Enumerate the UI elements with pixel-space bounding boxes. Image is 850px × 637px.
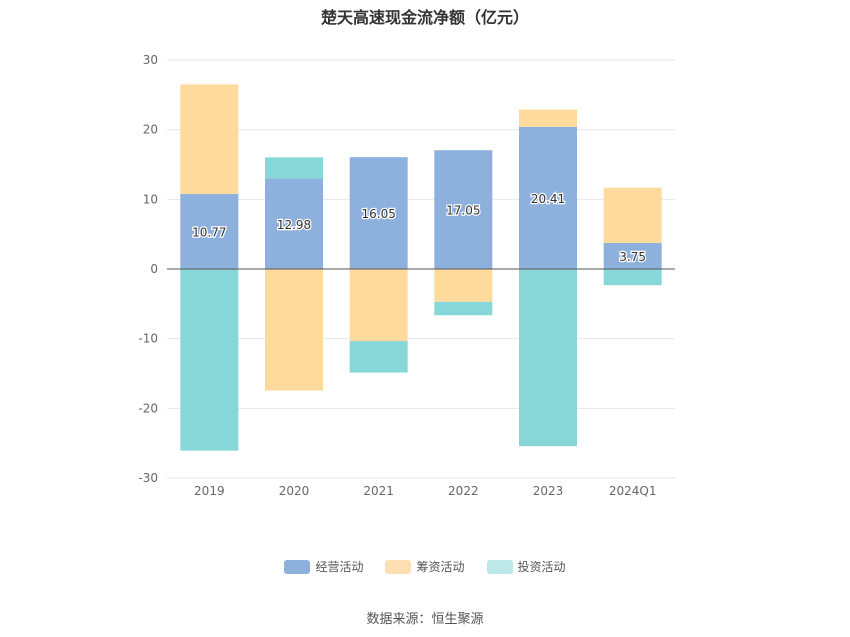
- y-tick-label: 30: [143, 53, 158, 67]
- y-tick-label: -20: [138, 401, 158, 415]
- chart-title: 楚天高速现金流净额（亿元）: [320, 8, 529, 27]
- x-tick-label: 2024Q1: [609, 484, 657, 498]
- legend-item-financing[interactable]: 筹资活动: [385, 558, 465, 575]
- data-label: 3.75: [619, 250, 646, 264]
- data-label: 16.05: [361, 207, 395, 221]
- bar-segment: [603, 242, 662, 269]
- gridlines: [167, 59, 675, 479]
- y-tick-label: 20: [143, 123, 158, 137]
- x-tick-label: 2021: [363, 484, 394, 498]
- bar-segment: [519, 269, 577, 447]
- legend: 经营活动 筹资活动 投资活动: [0, 558, 850, 575]
- legend-swatch-operating: [284, 559, 311, 574]
- legend-label-operating: 经营活动: [315, 560, 364, 574]
- x-tick-label: 2020: [279, 484, 310, 498]
- bar-segment: [349, 157, 408, 269]
- legend-item-investing[interactable]: 投资活动: [486, 558, 566, 575]
- bar-segment: [180, 269, 239, 451]
- bar-segment: [434, 150, 493, 269]
- data-label: 20.41: [531, 192, 565, 206]
- legend-label-investing: 投资活动: [517, 560, 566, 574]
- data-labels: 10.77 12.98 16.05 17.05 20.41 3.75: [191, 191, 647, 266]
- bar-segment: [265, 178, 323, 269]
- bar-segment: [434, 301, 493, 316]
- legend-swatch-investing: [486, 559, 513, 574]
- bar-chart: 30 20 10 0 -10 -20 -30 2019 2020 2021 2022 2023 2024…: [138, 53, 675, 498]
- y-tick-label: -10: [138, 332, 158, 346]
- y-tick-label: 10: [143, 192, 158, 206]
- bar-segment: [603, 269, 662, 286]
- bar-segment: [349, 341, 408, 373]
- legend-label-financing: 筹资活动: [416, 560, 465, 574]
- bar-segment: [265, 157, 323, 179]
- bar-segment: [180, 193, 239, 269]
- y-tick-label: -30: [138, 471, 158, 485]
- legend-swatch-financing: [385, 559, 412, 574]
- x-tick-label: 2022: [448, 484, 479, 498]
- bar-segment: [349, 269, 408, 342]
- x-tick-label: 2019: [194, 484, 225, 498]
- bar-segment: [519, 126, 577, 269]
- bar-segment: [265, 269, 323, 391]
- data-label: 10.77: [192, 225, 226, 239]
- axes: 30 20 10 0 -10 -20 -30 2019 2020 2021 2022 2023 2024…: [138, 53, 675, 498]
- bar-segment: [603, 187, 662, 243]
- data-source: 数据来源：恒生聚源: [366, 612, 484, 627]
- bar-segment: [180, 84, 239, 194]
- bars: [180, 84, 662, 451]
- bar-segment: [519, 109, 577, 127]
- legend-item-operating[interactable]: 经营活动: [284, 558, 363, 575]
- x-tick-label: 2023: [533, 484, 564, 498]
- data-label: 17.05: [446, 204, 480, 218]
- bar-segment: [434, 269, 493, 302]
- data-label: 12.98: [277, 218, 311, 232]
- y-tick-label: 0: [150, 262, 158, 276]
